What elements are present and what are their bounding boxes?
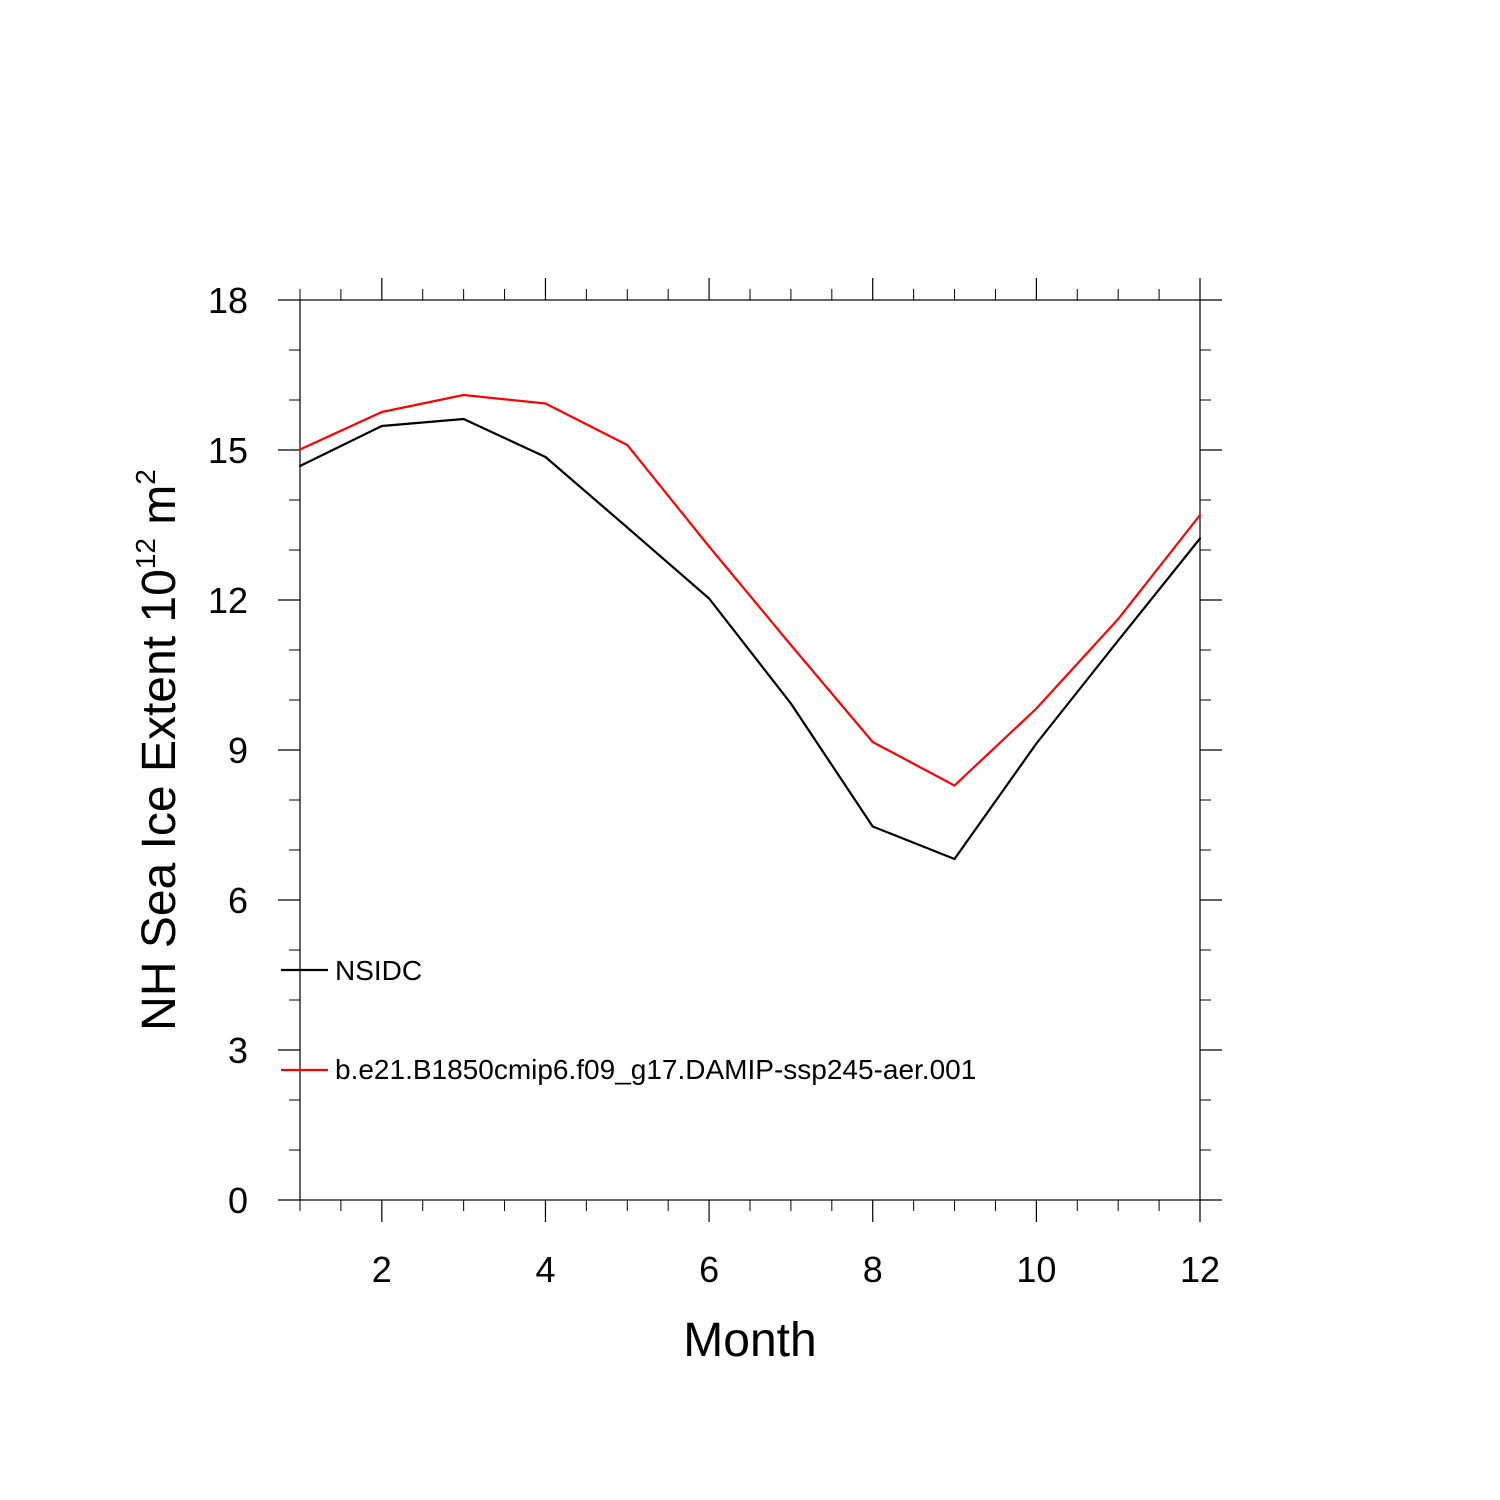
data-point-nsidc bbox=[789, 702, 793, 705]
x-tick-label: 4 bbox=[535, 1249, 555, 1290]
data-point-nsidc bbox=[953, 857, 956, 861]
data-point-model bbox=[462, 393, 465, 397]
series-line-model bbox=[299, 393, 1201, 787]
x-tick-label: 6 bbox=[699, 1249, 719, 1290]
data-point-model bbox=[789, 643, 793, 647]
data-point-model bbox=[1117, 617, 1120, 621]
y-tick-label: 12 bbox=[208, 580, 248, 621]
tick-labels: 2 4 6 8 10 12 0 3 6 9 12 15 18 bbox=[208, 280, 1220, 1290]
series-line-nsidc bbox=[299, 417, 1201, 861]
data-point-nsidc bbox=[1198, 537, 1202, 540]
y-tick-label: 3 bbox=[228, 1030, 248, 1071]
legend-label-model: b.e21.B1850cmip6.f09_g17.DAMIP-ssp245-ae… bbox=[335, 1054, 976, 1085]
data-point-model bbox=[707, 545, 711, 548]
x-tick-label: 2 bbox=[372, 1249, 392, 1290]
series-lines bbox=[298, 393, 1202, 861]
data-point-nsidc bbox=[871, 825, 874, 828]
data-point-model bbox=[953, 784, 956, 787]
y-axis-title: NH Sea Ice Extent 1012 m2 bbox=[130, 469, 186, 1031]
x-axis-title: Month bbox=[683, 1314, 816, 1367]
x-tick-label: 12 bbox=[1180, 1249, 1220, 1290]
data-point-model bbox=[380, 410, 383, 414]
y-tick-label: 9 bbox=[228, 730, 248, 771]
y-tick-label: 18 bbox=[208, 280, 248, 321]
data-point-model bbox=[1035, 707, 1038, 710]
data-point-nsidc bbox=[380, 424, 383, 428]
y-tick-label: 0 bbox=[228, 1180, 248, 1221]
y-axis-title-base: NH Sea Ice Extent 10 bbox=[133, 569, 186, 1031]
data-point-model bbox=[1198, 513, 1202, 517]
data-point-model bbox=[544, 402, 547, 405]
legend: NSIDC b.e21.B1850cmip6.f09_g17.DAMIP-ssp… bbox=[281, 955, 976, 1085]
data-point-model bbox=[298, 448, 302, 451]
y-tick-label: 6 bbox=[228, 880, 248, 921]
data-point-nsidc bbox=[298, 464, 302, 468]
y-axis-title-exponent: 12 bbox=[130, 538, 161, 569]
data-point-model bbox=[626, 443, 629, 447]
y-axis-title-unit-exponent: 2 bbox=[130, 469, 161, 485]
legend-label-nsidc: NSIDC bbox=[335, 955, 422, 986]
data-point-nsidc bbox=[1035, 742, 1038, 745]
data-point-nsidc bbox=[707, 597, 711, 600]
x-tick-label: 8 bbox=[863, 1249, 883, 1290]
y-tick-label: 15 bbox=[208, 430, 248, 471]
axis-ticks bbox=[278, 278, 1222, 1222]
y-axis-title-unit: m bbox=[133, 485, 186, 538]
x-tick-label: 10 bbox=[1016, 1249, 1056, 1290]
data-point-model bbox=[871, 740, 874, 744]
data-point-nsidc bbox=[544, 455, 547, 459]
data-point-nsidc bbox=[1117, 639, 1120, 642]
data-point-nsidc bbox=[462, 417, 465, 421]
data-point-nsidc bbox=[626, 526, 629, 529]
